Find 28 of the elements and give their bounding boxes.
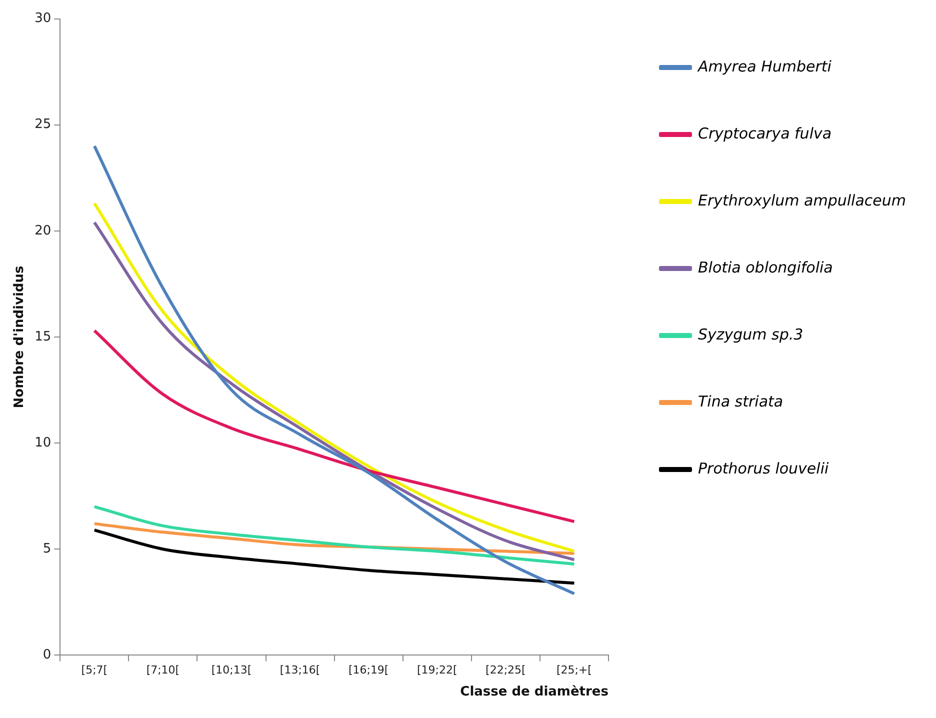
x-axis-title: Classe de diamètres [460, 684, 609, 700]
line-series [92, 528, 576, 585]
legend-label: Prothorus louvelii [698, 459, 830, 478]
y-tick-label: 5 [42, 542, 52, 557]
legend-label: Cryptocarya fulva [698, 124, 832, 142]
x-tick-label: [25;+[ [556, 664, 592, 677]
x-tick-label: [10;13[ [211, 664, 252, 677]
x-tick-label: [7;10[ [146, 664, 180, 677]
legend-label: Tina striata [698, 392, 784, 410]
legend-label: Amyrea Humberti [696, 57, 832, 76]
x-tick-label: [13;16[ [280, 664, 320, 677]
y-tick-label: 15 [34, 329, 52, 344]
legend-label: Erythroxylum ampullaceum [698, 191, 906, 210]
y-tick-label: 0 [42, 648, 52, 663]
x-tick-label: [16;19[ [348, 664, 389, 677]
line-series [92, 505, 576, 566]
line-series [92, 329, 576, 524]
line-series [92, 144, 576, 596]
x-tick-label: [22;25[ [486, 664, 526, 677]
y-tick-label: 25 [34, 117, 52, 132]
legend-label: Blotia oblongifolia [698, 258, 833, 276]
legend-label: Syzygum sp.3 [698, 325, 804, 344]
y-tick-label: 10 [34, 435, 52, 450]
x-tick-label: [5;7[ [81, 664, 108, 677]
y-tick-label: 30 [34, 11, 52, 26]
y-tick-label: 20 [34, 223, 52, 238]
x-tick-label: [19;22[ [416, 664, 458, 677]
y-axis-title: Nombre d'individus [12, 266, 28, 408]
